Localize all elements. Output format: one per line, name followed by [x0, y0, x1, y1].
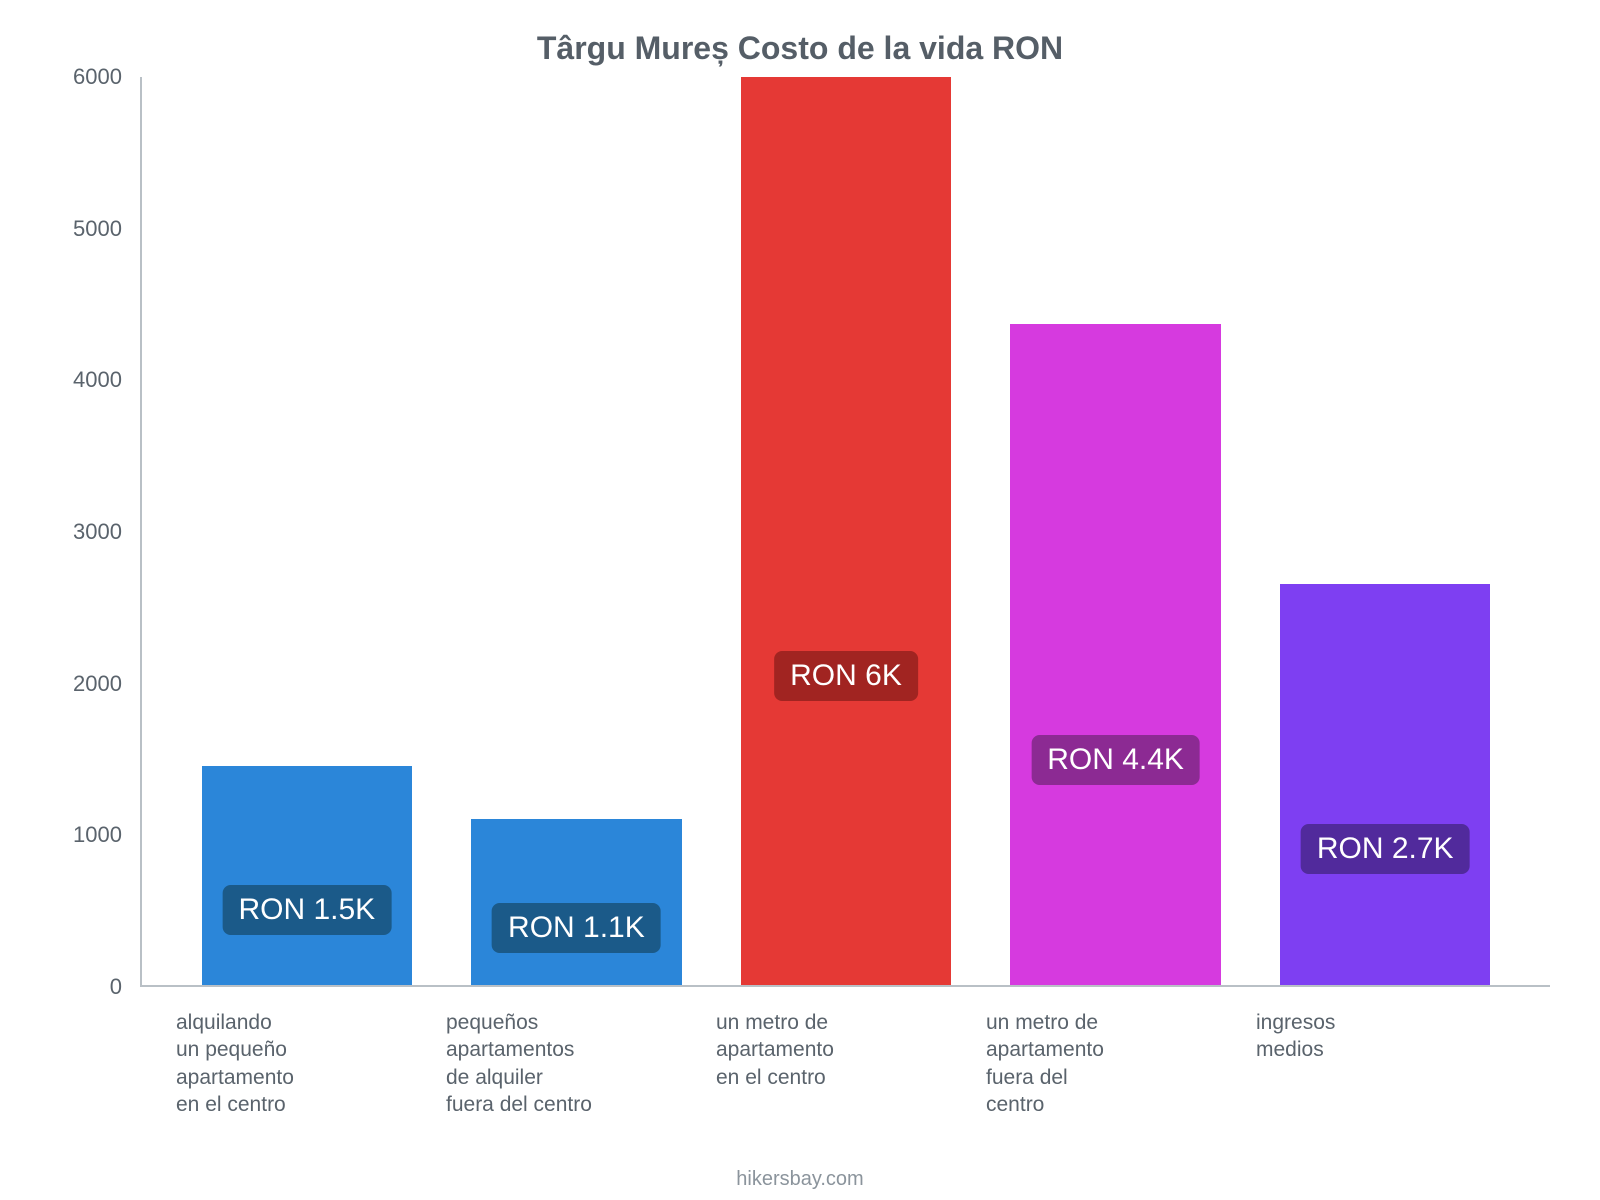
bar-value-label: RON 6K [774, 651, 918, 701]
chart-title: Târgu Mureș Costo de la vida RON [50, 30, 1550, 67]
y-tick-label: 5000 [73, 216, 122, 242]
x-axis-label: pequeñosapartamentosde alquilerfuera del… [446, 1009, 676, 1118]
y-tick-label: 3000 [73, 519, 122, 545]
bar-slot: RON 1.5K [172, 77, 442, 985]
y-tick-label: 4000 [73, 367, 122, 393]
bar-value-label: RON 4.4K [1031, 735, 1200, 785]
bar: RON 6K [741, 77, 951, 985]
x-axis-label: un metro de apartamentoen el centro [716, 1009, 946, 1091]
bar: RON 1.5K [202, 766, 412, 985]
bar: RON 1.1K [471, 819, 681, 985]
bar-value-label: RON 2.7K [1301, 824, 1470, 874]
plot-area: RON 1.5K RON 1.1K RON 6K RON 4.4K RON 2.7K [140, 77, 1550, 987]
y-axis: 0100020003000400050006000 [50, 77, 140, 987]
bar-value-label: RON 1.5K [222, 885, 391, 935]
bar: RON 2.7K [1280, 584, 1490, 985]
x-label-slot: ingresosmedios [1250, 1009, 1520, 1118]
x-label-slot: alquilandoun pequeñoapartamentoen el cen… [170, 1009, 440, 1118]
bar-slot: RON 1.1K [442, 77, 712, 985]
y-tick-label: 1000 [73, 822, 122, 848]
x-label-slot: pequeñosapartamentosde alquilerfuera del… [440, 1009, 710, 1118]
y-tick-label: 2000 [73, 671, 122, 697]
y-tick-label: 0 [110, 974, 122, 1000]
y-tick-label: 6000 [73, 64, 122, 90]
bar-slot: RON 2.7K [1250, 77, 1520, 985]
bar-slot: RON 6K [711, 77, 981, 985]
x-axis-label: alquilandoun pequeñoapartamentoen el cen… [176, 1009, 406, 1118]
x-label-slot: un metro de apartamentofuera delcentro [980, 1009, 1250, 1118]
x-axis-label: ingresosmedios [1256, 1009, 1486, 1064]
bar-value-label: RON 1.1K [492, 903, 661, 953]
x-axis: alquilandoun pequeñoapartamentoen el cen… [50, 1009, 1550, 1118]
chart-container: Târgu Mureș Costo de la vida RON 0 1000 20… [0, 0, 1600, 1200]
attribution-text: hikersbay.com [50, 1168, 1550, 1191]
plot-outer: 0100020003000400050006000 RON 1.5KRON 1.… [50, 77, 1550, 987]
bars-container: RON 1.5K RON 1.1K RON 6K RON 4.4K RON 2.7K [142, 77, 1550, 985]
bar-slot: RON 4.4K [981, 77, 1251, 985]
x-axis-label: un metro de apartamentofuera delcentro [986, 1009, 1216, 1118]
x-label-slot: un metro de apartamentoen el centro [710, 1009, 980, 1118]
bar: RON 4.4K [1010, 324, 1220, 985]
